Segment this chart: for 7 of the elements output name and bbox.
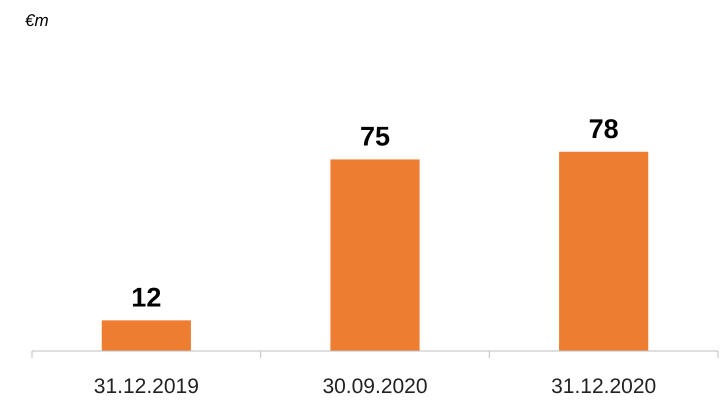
- x-tick-label: 31.12.2019: [94, 375, 199, 398]
- x-tick-label: 30.09.2020: [322, 375, 428, 398]
- x-tick-label: 31.12.2020: [551, 375, 656, 398]
- text: €m: [25, 11, 49, 30]
- data-label: 78: [588, 114, 619, 144]
- data-label: 75: [360, 121, 390, 152]
- data-label: 12: [131, 282, 162, 312]
